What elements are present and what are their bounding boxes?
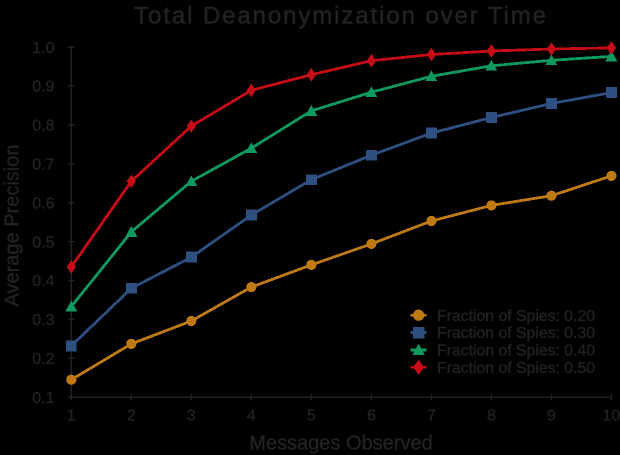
svg-text:8: 8 <box>487 408 496 425</box>
svg-text:0.9: 0.9 <box>32 79 54 96</box>
svg-text:Fraction of Spies: 0.50: Fraction of Spies: 0.50 <box>437 360 595 377</box>
svg-text:0.1: 0.1 <box>32 390 54 407</box>
svg-text:Fraction of Spies: 0.30: Fraction of Spies: 0.30 <box>437 325 595 342</box>
svg-text:10: 10 <box>603 408 620 425</box>
svg-text:Messages Observed: Messages Observed <box>249 433 432 455</box>
svg-text:0.6: 0.6 <box>32 195 54 212</box>
svg-text:7: 7 <box>427 408 436 425</box>
svg-text:2: 2 <box>127 408 136 425</box>
svg-text:Total Deanonymization over Tim: Total Deanonymization over Time <box>134 2 548 29</box>
svg-text:0.7: 0.7 <box>32 157 54 174</box>
svg-text:3: 3 <box>187 408 196 425</box>
svg-text:Fraction of Spies: 0.20: Fraction of Spies: 0.20 <box>437 308 595 325</box>
svg-text:0.8: 0.8 <box>32 118 54 135</box>
svg-text:0.3: 0.3 <box>32 312 54 329</box>
svg-text:Average Precision: Average Precision <box>2 145 24 307</box>
svg-text:0.2: 0.2 <box>32 351 54 368</box>
svg-text:1: 1 <box>67 408 76 425</box>
svg-text:1.0: 1.0 <box>32 40 54 57</box>
svg-text:9: 9 <box>547 408 556 425</box>
svg-text:5: 5 <box>307 408 316 425</box>
svg-text:0.4: 0.4 <box>32 273 54 290</box>
svg-text:4: 4 <box>247 408 256 425</box>
svg-text:6: 6 <box>367 408 376 425</box>
svg-text:Fraction of Spies: 0.40: Fraction of Spies: 0.40 <box>437 343 595 360</box>
svg-text:0.5: 0.5 <box>32 234 54 251</box>
